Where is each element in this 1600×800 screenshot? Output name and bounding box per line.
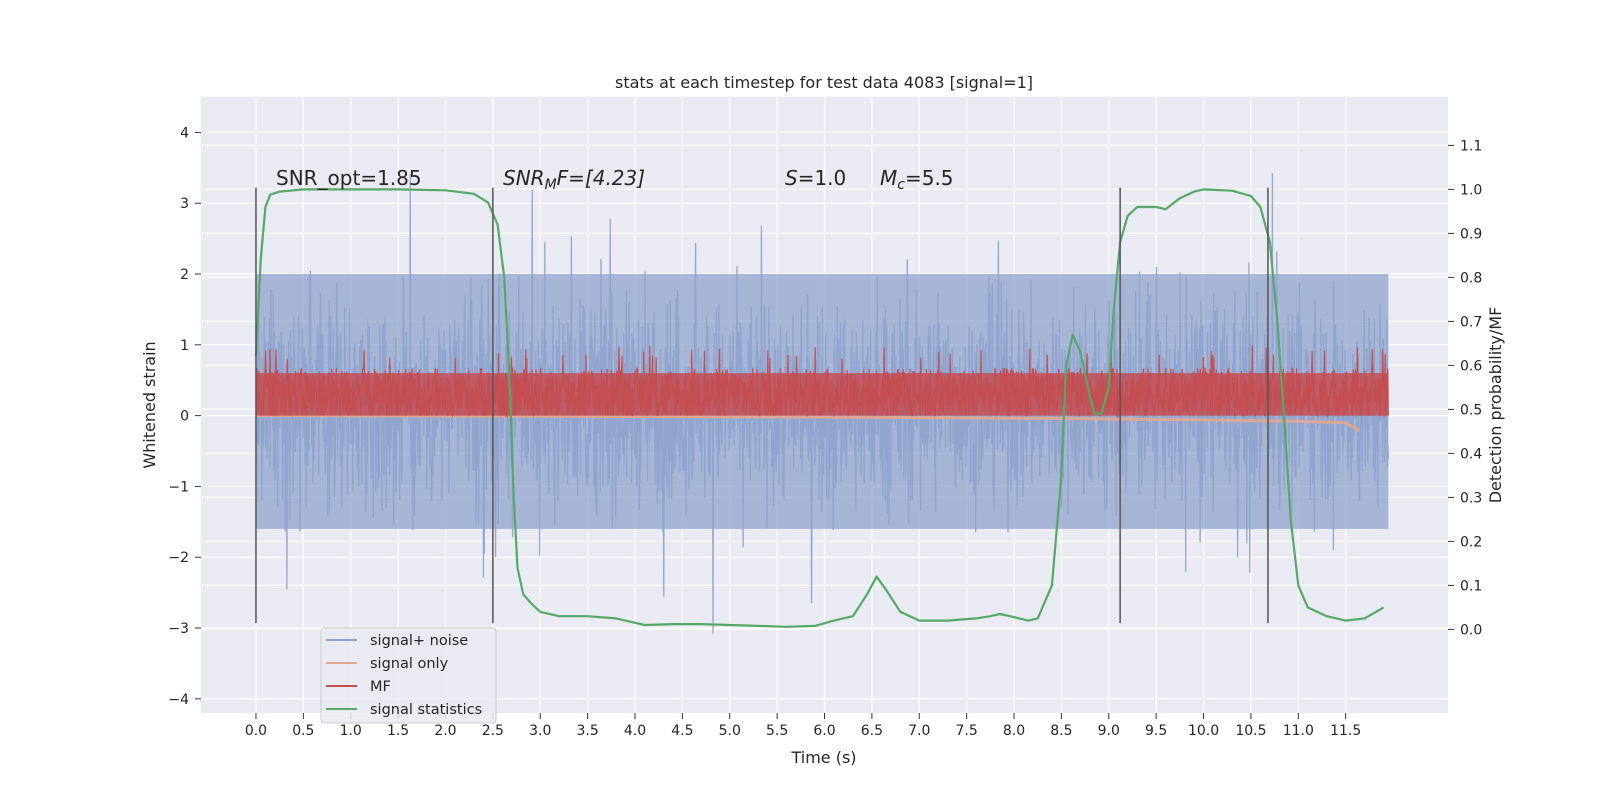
x-tick-label: 5.0 [719,723,741,739]
legend-box [320,627,497,724]
annotation-mc: Mc=5.5 [880,166,954,193]
x-tick-label: 10.0 [1188,723,1219,739]
y2-tick-label: 0.3 [1460,490,1482,506]
y-tick-label: 3 [180,196,189,212]
y-axis-left: 4 3 2 1 0 −1 −2 −3 −4 [168,125,201,708]
annotation-s: S=1.0 [785,166,846,190]
x-tick-label: 1.5 [387,723,409,739]
y-tick-label: 0 [180,409,189,425]
y2-tick-label: 0.6 [1460,358,1482,374]
x-tick-label: 0.0 [245,723,267,739]
y2-axis-label: Detection probability/MF [1486,307,1505,504]
x-tick-label: 5.5 [766,723,788,739]
legend: signal+ noise signal only MF signal stat… [320,627,497,724]
x-axis-label: Time (s) [790,748,856,767]
y-axis-right: 1.1 1.0 0.9 0.8 0.7 0.6 0.5 0.4 0.3 0.2 0.1 0.0 [1448,138,1482,638]
chart-title: stats at each timestep for test data 408… [615,73,1033,92]
y-tick-label: 4 [180,125,189,141]
x-tick-label: 9.5 [1145,723,1167,739]
x-tick-label: 8.0 [1003,723,1025,739]
x-tick-label: 2.0 [434,723,456,739]
legend-label-signal-noise: signal+ noise [370,633,468,649]
y-tick-label: −1 [168,479,189,495]
marker-lines [255,187,1269,624]
y2-tick-label: 0.1 [1460,578,1482,594]
x-tick-label: 6.0 [813,723,835,739]
x-tick-label: 9.0 [1098,723,1120,739]
legend-label-signal-only: signal only [370,656,449,672]
x-tick-label: 1.0 [340,723,362,739]
y2-tick-label: 0.7 [1460,314,1482,330]
x-tick-label: 8.5 [1050,723,1072,739]
x-tick-label: 2.5 [482,723,504,739]
annotation-snr-mf: SNRMF=[4.23] [503,166,645,193]
x-tick-label: 3.0 [529,723,551,739]
series-signal-only [255,414,1361,433]
y-tick-label: −3 [168,621,189,637]
series-signal-statistics [254,188,1385,628]
x-axis: 0.0 0.5 1.0 1.5 2.0 2.5 3.0 3.5 4.0 4.5 5.0 5.5 6.0 6… [245,713,1361,739]
y2-tick-label: 0.8 [1460,270,1482,286]
x-tick-label: 11.0 [1283,723,1314,739]
x-tick-label: 0.5 [292,723,314,739]
y-axis-label: Whitened strain [140,341,159,468]
y-tick-label: −4 [168,692,189,708]
x-tick-label: 3.5 [576,723,598,739]
x-tick-label: 7.5 [956,723,978,739]
x-tick-label: 4.5 [671,723,693,739]
y2-tick-label: 0.0 [1460,622,1482,638]
y-tick-label: −2 [168,550,189,566]
x-tick-label: 4.0 [624,723,646,739]
mf-line [255,345,1389,418]
y-tick-label: 2 [180,267,189,283]
y-tick-label: 1 [180,338,189,354]
legend-label-mf: MF [370,679,391,695]
y2-tick-label: 0.2 [1460,534,1482,550]
x-tick-label: 6.5 [861,723,883,739]
y2-tick-label: 1.0 [1460,182,1482,198]
x-tick-label: 10.5 [1235,723,1266,739]
x-tick-label: 11.5 [1330,723,1361,739]
y2-tick-label: 0.9 [1460,226,1482,242]
y2-tick-label: 0.5 [1460,402,1482,418]
series-mf [255,345,1389,418]
y2-tick-label: 1.1 [1460,138,1482,154]
signal-only-line [255,414,1361,433]
signal-statistics-line [254,188,1385,628]
annotation-snr-opt: SNR_opt=1.85 [276,166,422,190]
x-tick-label: 7.0 [908,723,930,739]
y2-tick-label: 0.4 [1460,446,1482,462]
legend-label-signal-statistics: signal statistics [370,702,482,718]
